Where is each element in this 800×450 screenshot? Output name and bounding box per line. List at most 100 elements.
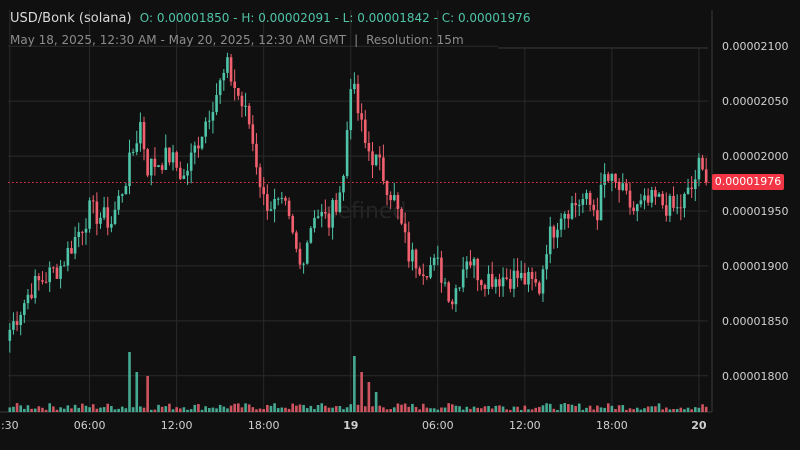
volume-bar xyxy=(701,404,704,412)
volume-bar xyxy=(574,406,577,412)
volume-bar xyxy=(26,405,30,412)
candle-body xyxy=(149,158,153,176)
y-tick-label: 0.00001900 xyxy=(722,260,788,273)
candle-body xyxy=(70,248,73,254)
volume-bar xyxy=(363,406,367,412)
volume-bar xyxy=(110,406,113,412)
volume-bar xyxy=(465,406,469,412)
volume-bar xyxy=(200,409,204,412)
candle-body xyxy=(131,151,135,153)
candle-body xyxy=(280,197,284,199)
volume-bar xyxy=(635,407,639,412)
volume-bar xyxy=(480,408,483,412)
candle-body xyxy=(266,194,269,211)
volume-bar xyxy=(690,409,693,412)
candle-body xyxy=(128,152,131,187)
volume-bar xyxy=(505,409,509,412)
volume-bar xyxy=(407,406,411,412)
candle-body xyxy=(41,280,44,282)
candle-body xyxy=(349,89,353,131)
candle-body xyxy=(55,267,59,279)
volume-bar xyxy=(411,403,414,412)
volume-bar xyxy=(334,406,338,412)
candle-body xyxy=(385,180,389,196)
candle-body xyxy=(342,175,345,193)
volume-bar xyxy=(128,352,131,412)
candle-body xyxy=(472,258,476,266)
volume-bar xyxy=(487,406,490,412)
volume-bar xyxy=(625,409,628,412)
volume-bar xyxy=(178,408,182,412)
volume-bar xyxy=(458,406,461,412)
candle-body xyxy=(429,265,432,278)
volume-bar xyxy=(12,406,15,412)
y-tick-label: 0.00002100 xyxy=(722,40,788,53)
candle-body xyxy=(77,231,81,237)
candle-body xyxy=(182,175,186,179)
volume-bar xyxy=(240,407,244,412)
candle-body xyxy=(12,321,15,330)
volume-bar xyxy=(52,406,55,412)
volume-bar xyxy=(73,404,77,412)
candle-body xyxy=(646,195,650,203)
x-tick-label: 20 xyxy=(691,419,707,432)
volume-bar xyxy=(643,408,646,412)
volume-bar xyxy=(284,407,287,412)
candle-body xyxy=(672,195,675,208)
y-tick-label: 0.00001850 xyxy=(722,315,788,328)
candle-body xyxy=(255,143,258,168)
candle-body xyxy=(324,211,327,214)
volume-bar xyxy=(186,409,189,412)
volume-bar xyxy=(95,408,99,412)
candle-body xyxy=(124,186,128,195)
volume-bar xyxy=(33,408,37,412)
volume-bar xyxy=(588,405,592,412)
volume-bar xyxy=(251,407,255,412)
candle-body xyxy=(516,270,519,279)
candle-body xyxy=(59,265,62,279)
volume-bar xyxy=(37,406,41,412)
volume-bar xyxy=(694,407,697,412)
volume-bar xyxy=(229,405,233,412)
candle-body xyxy=(113,209,117,224)
candle-body xyxy=(276,198,280,200)
volume-bar xyxy=(276,408,280,412)
candle-body xyxy=(19,314,22,326)
volume-bar xyxy=(472,406,476,412)
candle-body xyxy=(407,232,411,262)
volume-bar xyxy=(371,406,374,412)
volume-bar xyxy=(570,404,574,412)
volume-bar xyxy=(563,403,567,412)
candle-body xyxy=(229,57,233,82)
volume-bar xyxy=(59,407,62,412)
volume-bar xyxy=(418,409,421,412)
volume-bar xyxy=(117,408,120,412)
volume-bar xyxy=(120,406,124,412)
candle-body xyxy=(476,258,479,281)
date-range: May 18, 2025, 12:30 AM - May 20, 2025, 1… xyxy=(10,33,347,47)
volume-bar xyxy=(556,409,559,412)
candle-body xyxy=(48,267,52,283)
candle-body xyxy=(110,223,113,228)
volume-bar xyxy=(385,409,389,412)
candle-body xyxy=(102,207,106,218)
candle-body xyxy=(443,282,447,284)
volume-bar xyxy=(135,372,139,412)
volume-bar xyxy=(305,408,309,412)
candle-body xyxy=(327,213,331,228)
candle-body xyxy=(291,216,295,233)
candle-body xyxy=(287,200,291,217)
volume-bar xyxy=(704,406,708,412)
volume-bar xyxy=(617,405,621,412)
candle-body xyxy=(632,207,635,212)
volume-bar xyxy=(596,405,599,412)
volume-bar xyxy=(628,408,632,412)
volume-bar xyxy=(84,405,88,412)
candle-body xyxy=(175,152,178,168)
volume-bar xyxy=(646,406,650,412)
volume-bar xyxy=(157,404,160,412)
volume-bar xyxy=(450,404,454,412)
candle-body xyxy=(683,193,686,209)
candle-body xyxy=(30,294,33,299)
